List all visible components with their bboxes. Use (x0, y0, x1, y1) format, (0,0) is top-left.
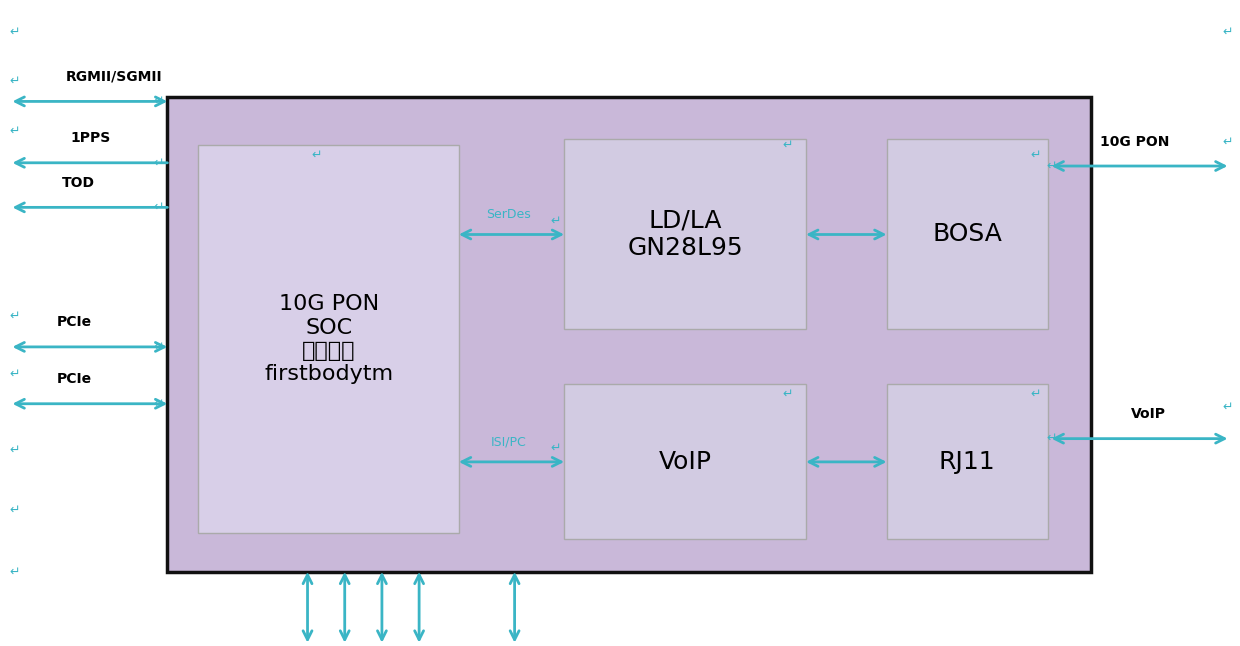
Text: ↵: ↵ (551, 214, 560, 227)
Text: ↵: ↵ (154, 340, 164, 353)
Text: VoIP: VoIP (1131, 407, 1166, 421)
Text: ↵: ↵ (551, 442, 560, 455)
Text: ↵: ↵ (311, 149, 321, 162)
Text: ↵: ↵ (154, 397, 164, 410)
Text: RGMII/SGMII: RGMII/SGMII (66, 70, 162, 84)
FancyBboxPatch shape (167, 97, 1091, 572)
FancyBboxPatch shape (887, 384, 1048, 539)
FancyBboxPatch shape (198, 145, 459, 533)
Text: ↵: ↵ (10, 444, 20, 457)
Text: ↵: ↵ (10, 26, 20, 39)
Text: PCIe: PCIe (57, 315, 92, 329)
Text: RJ11: RJ11 (939, 450, 996, 474)
Text: 10G PON
SOC
笔者微信
firstbodytm: 10G PON SOC 笔者微信 firstbodytm (264, 295, 393, 384)
Text: ↵: ↵ (1030, 388, 1040, 401)
FancyBboxPatch shape (887, 139, 1048, 329)
Text: ↵: ↵ (1030, 149, 1040, 162)
Text: ↵: ↵ (1047, 160, 1056, 172)
Text: SerDes: SerDes (486, 208, 531, 221)
FancyBboxPatch shape (564, 384, 806, 539)
Text: ↵: ↵ (782, 388, 792, 401)
Text: TOD: TOD (62, 176, 94, 190)
Text: ↵: ↵ (10, 74, 20, 87)
Text: ↵: ↵ (10, 125, 20, 138)
Text: ↵: ↵ (1223, 401, 1233, 413)
Text: ↵: ↵ (10, 504, 20, 517)
Text: LD/LA
GN28L95: LD/LA GN28L95 (627, 208, 743, 260)
Text: ↵: ↵ (782, 139, 792, 152)
Text: ↵: ↵ (154, 201, 164, 214)
Text: BOSA: BOSA (932, 222, 1002, 246)
Text: ↵: ↵ (10, 368, 20, 381)
Text: ↵: ↵ (1047, 432, 1056, 445)
Text: 10G PON: 10G PON (1100, 134, 1169, 149)
Text: ↵: ↵ (1223, 26, 1233, 39)
Text: ↵: ↵ (1223, 136, 1233, 149)
Text: ISI/PC: ISI/PC (491, 435, 526, 448)
Text: ↵: ↵ (10, 310, 20, 323)
Text: ↵: ↵ (10, 565, 20, 578)
Text: 1PPS: 1PPS (71, 131, 110, 145)
Text: VoIP: VoIP (658, 450, 712, 474)
Text: PCIe: PCIe (57, 372, 92, 386)
Text: ↵: ↵ (154, 95, 164, 108)
Text: ↵: ↵ (154, 156, 164, 169)
FancyBboxPatch shape (564, 139, 806, 329)
